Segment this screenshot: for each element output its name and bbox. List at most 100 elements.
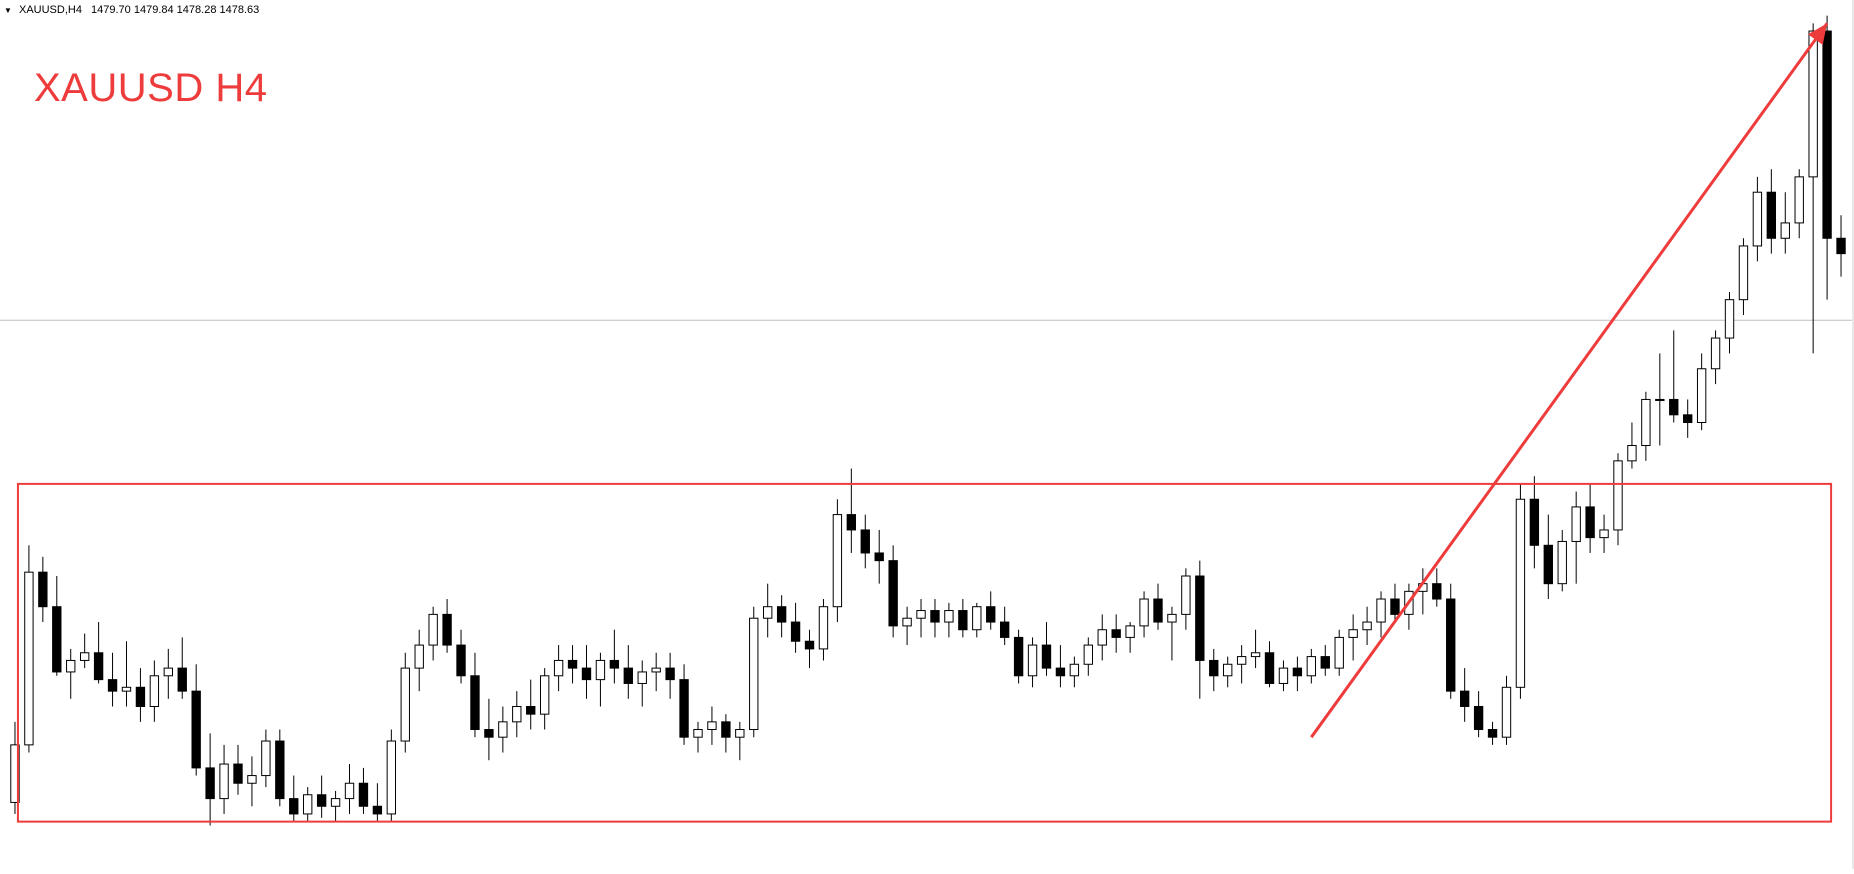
candle-body-bull — [763, 606, 773, 619]
candle-body-bull — [386, 740, 397, 815]
candle-body-bear — [135, 686, 146, 707]
candle — [972, 602, 982, 638]
candle-body-bull — [1139, 598, 1149, 627]
candle-body-bull — [1808, 30, 1818, 178]
candle-body-bull — [24, 571, 34, 746]
ohlc-open: 1479.70 — [91, 4, 131, 16]
candle — [651, 652, 661, 692]
candle — [1083, 637, 1093, 676]
candle-body-bull — [972, 606, 982, 631]
candle-body-bear — [888, 560, 898, 627]
candle-body-bull — [1167, 613, 1177, 623]
candle — [1487, 721, 1498, 745]
candle — [1153, 583, 1163, 630]
candle — [1097, 614, 1107, 661]
candle — [721, 714, 731, 753]
candle — [526, 679, 536, 730]
candle-body-bull — [1613, 460, 1623, 531]
candle-body-bull — [1696, 368, 1707, 423]
candle — [1738, 238, 1749, 316]
candle — [163, 648, 173, 699]
candle — [1418, 568, 1428, 615]
candle — [581, 645, 592, 699]
candle-body-bear — [442, 613, 452, 646]
candle — [637, 660, 647, 707]
candle — [1013, 629, 1024, 684]
candle-body-bear — [107, 679, 118, 692]
candle — [999, 606, 1010, 646]
candle-body-bear — [581, 667, 592, 681]
candle — [1529, 476, 1540, 569]
candle — [1209, 648, 1219, 692]
candle-body-bear — [999, 621, 1010, 638]
candle-body-bear — [1669, 398, 1679, 416]
candle-body-bear — [623, 667, 633, 684]
candle-body-bull — [651, 667, 661, 673]
candle-body-bull — [10, 744, 20, 803]
collapse-triangle-icon[interactable]: ▼ — [4, 6, 12, 15]
candle-body-bear — [1836, 237, 1846, 255]
candle — [470, 652, 480, 738]
ohlc-low: 1478.28 — [176, 4, 217, 16]
candle-body-bull — [1306, 656, 1317, 677]
candle — [749, 606, 759, 738]
candle-body-bear — [567, 659, 578, 669]
breakout-arrow-line[interactable] — [1310, 22, 1829, 739]
candle — [553, 645, 564, 692]
candle-body-bear — [1487, 729, 1498, 738]
candle-body-bull — [902, 617, 912, 627]
candle-body-bear — [1543, 544, 1553, 585]
candle — [1501, 675, 1512, 745]
candle — [316, 775, 327, 818]
candle-body-bull — [693, 729, 703, 738]
candle — [1808, 23, 1818, 354]
candle — [1041, 622, 1052, 676]
candle-body-bull — [637, 671, 647, 684]
candle-body-bull — [1376, 598, 1386, 623]
candle-body-bear — [776, 606, 787, 623]
candle-body-bear — [316, 794, 327, 807]
candle — [1195, 560, 1205, 699]
candle-body-bear — [1529, 498, 1540, 546]
candle — [874, 529, 884, 584]
candle — [1766, 169, 1777, 254]
candle-body-bear — [1264, 652, 1275, 684]
candle — [1334, 629, 1344, 676]
candle-body-bull — [414, 644, 424, 669]
candle — [916, 599, 926, 638]
candle-body-bear — [484, 729, 494, 738]
candle-body-bear — [860, 529, 870, 554]
candle — [1069, 656, 1080, 688]
candle — [665, 652, 675, 699]
candle — [1683, 399, 1693, 438]
candle-body-bull — [1097, 629, 1107, 646]
candle-body-bull — [261, 740, 271, 777]
candle — [763, 583, 773, 638]
candle-body-bear — [191, 690, 201, 769]
candle — [1236, 645, 1247, 684]
candle — [386, 729, 397, 822]
candle-body-bull — [247, 775, 257, 784]
candle — [247, 756, 257, 807]
consolidation-box[interactable] — [16, 482, 1833, 823]
candle-body-bull — [1250, 652, 1261, 658]
candle-body-bull — [595, 659, 606, 681]
candle — [1292, 656, 1303, 692]
candle-body-bull — [1362, 621, 1372, 631]
candle-body-bull — [916, 610, 926, 619]
candle-body-bull — [1571, 506, 1581, 542]
candle-body-bear — [1111, 629, 1121, 638]
candle — [1250, 629, 1261, 669]
candle — [52, 576, 62, 676]
candle-body-bull — [1083, 644, 1093, 665]
candle-body-bull — [1627, 445, 1637, 462]
candle-body-bull — [1236, 656, 1247, 665]
candle — [512, 691, 522, 738]
candle-body-bull — [330, 798, 341, 807]
candle-body-bull — [1780, 222, 1790, 239]
candle-body-bear — [358, 782, 369, 807]
candle-body-bull — [66, 659, 76, 673]
symbol-info-bar: ▼ XAUUSD,H4 1479.70 1479.84 1478.28 1478… — [4, 4, 259, 16]
